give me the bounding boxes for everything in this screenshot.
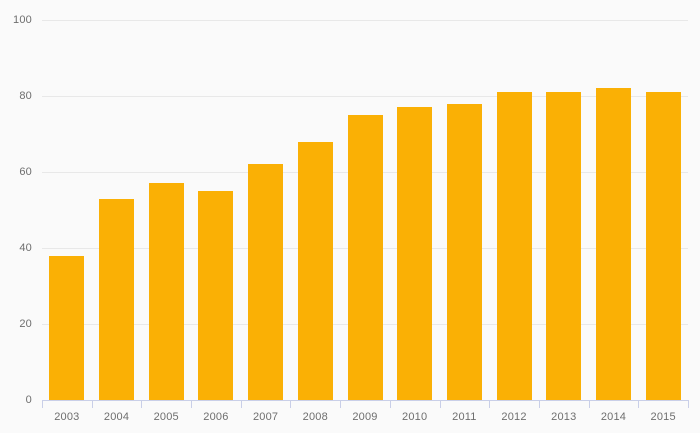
bar-2005[interactable] bbox=[148, 183, 184, 400]
bar-2006[interactable] bbox=[198, 191, 234, 400]
x-axis-line bbox=[42, 400, 688, 401]
bar-2007[interactable] bbox=[248, 164, 284, 400]
y-axis: 100 80 60 40 20 0 bbox=[0, 0, 32, 433]
y-tick-label-100: 100 bbox=[13, 14, 32, 26]
x-tick-2009 bbox=[340, 400, 342, 408]
x-tick-label-2005: 2005 bbox=[153, 411, 179, 423]
x-tick-label-2004: 2004 bbox=[103, 411, 130, 423]
y-tick-label-80: 80 bbox=[19, 90, 32, 102]
x-tick-2010 bbox=[389, 400, 391, 408]
x-tick-label-2010: 2010 bbox=[402, 411, 428, 423]
x-tick-label-2008: 2008 bbox=[302, 411, 328, 423]
bar-2011[interactable] bbox=[446, 103, 482, 400]
bar-2014[interactable] bbox=[595, 88, 631, 400]
bar-2004[interactable] bbox=[99, 198, 135, 400]
x-tick-2011 bbox=[439, 400, 441, 408]
x-tick-2013 bbox=[538, 400, 540, 408]
bars-layer bbox=[42, 20, 688, 400]
x-tick-label-2006: 2006 bbox=[203, 411, 229, 423]
x-tick-2008 bbox=[290, 400, 292, 408]
y-tick-label-40: 40 bbox=[19, 242, 32, 254]
x-tick-label-2012: 2012 bbox=[501, 411, 527, 423]
x-tick-2015 bbox=[638, 400, 640, 408]
y-tick-label-20: 20 bbox=[19, 318, 32, 330]
bar-2003[interactable] bbox=[49, 255, 85, 400]
bar-2015[interactable] bbox=[645, 92, 681, 400]
gridline-100 bbox=[42, 20, 688, 21]
y-tick-label-60: 60 bbox=[19, 166, 32, 178]
x-tick-2014 bbox=[588, 400, 590, 408]
y-tick-label-0: 0 bbox=[25, 394, 32, 406]
gridline-80 bbox=[42, 96, 688, 97]
x-tick-2007 bbox=[240, 400, 242, 408]
bar-2012[interactable] bbox=[496, 92, 532, 400]
bar-2013[interactable] bbox=[546, 92, 582, 400]
x-tick-2006 bbox=[191, 400, 193, 408]
x-tick-label-2014: 2014 bbox=[600, 411, 627, 423]
x-tick-end bbox=[688, 400, 689, 408]
x-tick-label-2013: 2013 bbox=[551, 411, 577, 423]
bar-2009[interactable] bbox=[347, 115, 383, 400]
x-tick-2003 bbox=[42, 400, 43, 408]
x-tick-2005 bbox=[141, 400, 143, 408]
x-tick-2004 bbox=[91, 400, 93, 408]
x-tick-label-2003: 2003 bbox=[54, 411, 80, 423]
x-tick-label-2009: 2009 bbox=[352, 411, 378, 423]
x-tick-2012 bbox=[489, 400, 491, 408]
bar-2008[interactable] bbox=[297, 141, 333, 400]
x-tick-label-2007: 2007 bbox=[252, 411, 279, 423]
x-tick-label-2015: 2015 bbox=[650, 411, 676, 423]
bar-2010[interactable] bbox=[397, 107, 433, 400]
x-tick-label-2011: 2011 bbox=[452, 411, 477, 423]
